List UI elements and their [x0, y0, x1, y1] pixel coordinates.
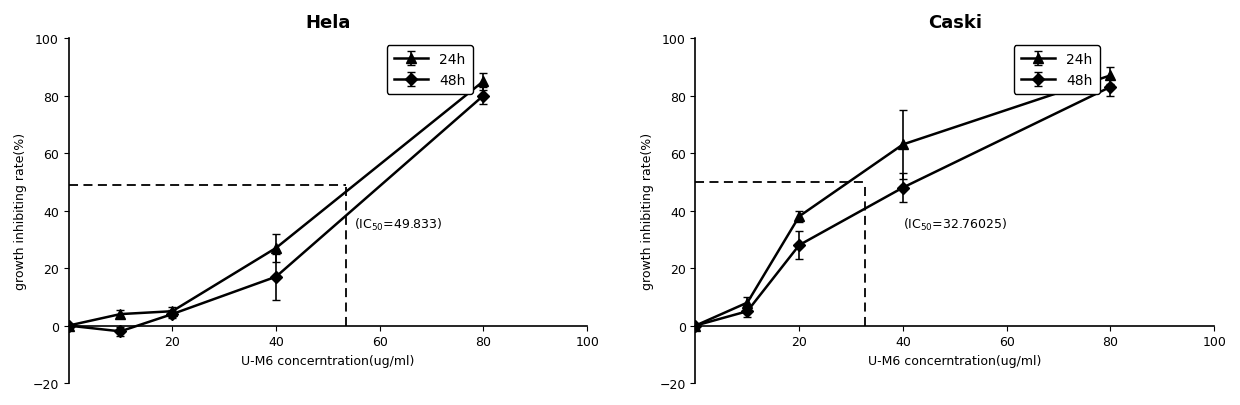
Title: Hela: Hela [305, 14, 351, 32]
X-axis label: U-M6 concerntration(ug/ml): U-M6 concerntration(ug/ml) [242, 354, 414, 367]
Legend: 24h, 48h: 24h, 48h [387, 46, 472, 94]
Legend: 24h, 48h: 24h, 48h [1013, 46, 1100, 94]
Y-axis label: growth inhibiting rate(%): growth inhibiting rate(%) [641, 133, 653, 290]
X-axis label: U-M6 concerntration(ug/ml): U-M6 concerntration(ug/ml) [868, 354, 1042, 367]
Y-axis label: growth inhibiting rate(%): growth inhibiting rate(%) [14, 133, 27, 290]
Text: (IC$_{50}$=32.76025): (IC$_{50}$=32.76025) [903, 216, 1007, 232]
Title: Caski: Caski [928, 14, 982, 32]
Text: (IC$_{50}$=49.833): (IC$_{50}$=49.833) [353, 216, 443, 232]
